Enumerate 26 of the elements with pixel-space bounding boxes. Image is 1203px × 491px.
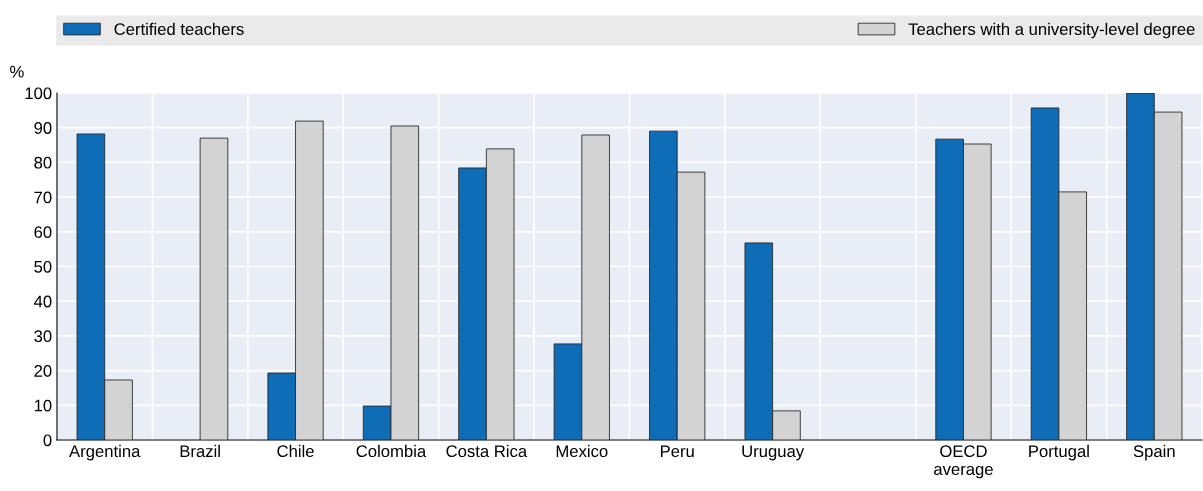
x-tick-label: Mexico	[556, 444, 608, 458]
bar	[199, 137, 229, 440]
y-tick-label: 90	[34, 122, 52, 134]
y-tick-label: 0	[43, 434, 52, 447]
x-tick-label: Argentina	[69, 444, 141, 461]
y-axis-title: %	[10, 65, 24, 78]
y-tick-label: 30	[34, 330, 52, 343]
y-tick-label: 80	[34, 156, 52, 169]
x-tick-label: Peru	[660, 445, 694, 458]
legend-label: Teachers with a university-level degree	[908, 22, 1195, 39]
x-tick-label: Uruguay	[742, 445, 805, 461]
y-tick-label: 50	[34, 260, 52, 273]
y-tick-label: 40	[33, 295, 52, 308]
y-tick-label: 10	[34, 399, 52, 412]
x-tick-label: Portugal	[1029, 444, 1089, 461]
legend-label: Certified teachers	[114, 22, 244, 36]
x-tick-label: Chile	[277, 444, 314, 458]
y-tick-label: 60	[34, 226, 52, 238]
x-tick-label: Colombia	[356, 444, 427, 458]
x-tick-label: Spain	[1133, 444, 1175, 461]
y-tick-label: 20	[34, 365, 52, 377]
x-tick-label: Costa Rica	[446, 444, 528, 458]
y-tick-label: 100	[25, 87, 52, 100]
x-tick-label: Brazil	[180, 444, 220, 458]
y-tick-label: 70	[34, 191, 52, 204]
x-tick-label: OECD average	[934, 445, 993, 479]
